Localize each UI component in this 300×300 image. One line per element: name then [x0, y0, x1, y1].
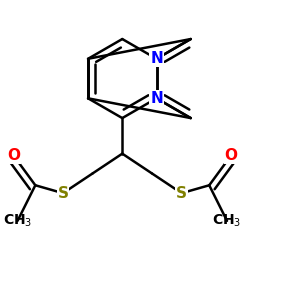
Text: S: S [176, 186, 187, 201]
Text: O: O [224, 148, 238, 163]
Text: S: S [58, 186, 68, 201]
Text: O: O [7, 148, 20, 163]
Text: CH$_3$: CH$_3$ [212, 213, 242, 229]
Text: CH$_3$: CH$_3$ [3, 213, 32, 229]
Text: N: N [150, 51, 163, 66]
Text: N: N [150, 91, 163, 106]
